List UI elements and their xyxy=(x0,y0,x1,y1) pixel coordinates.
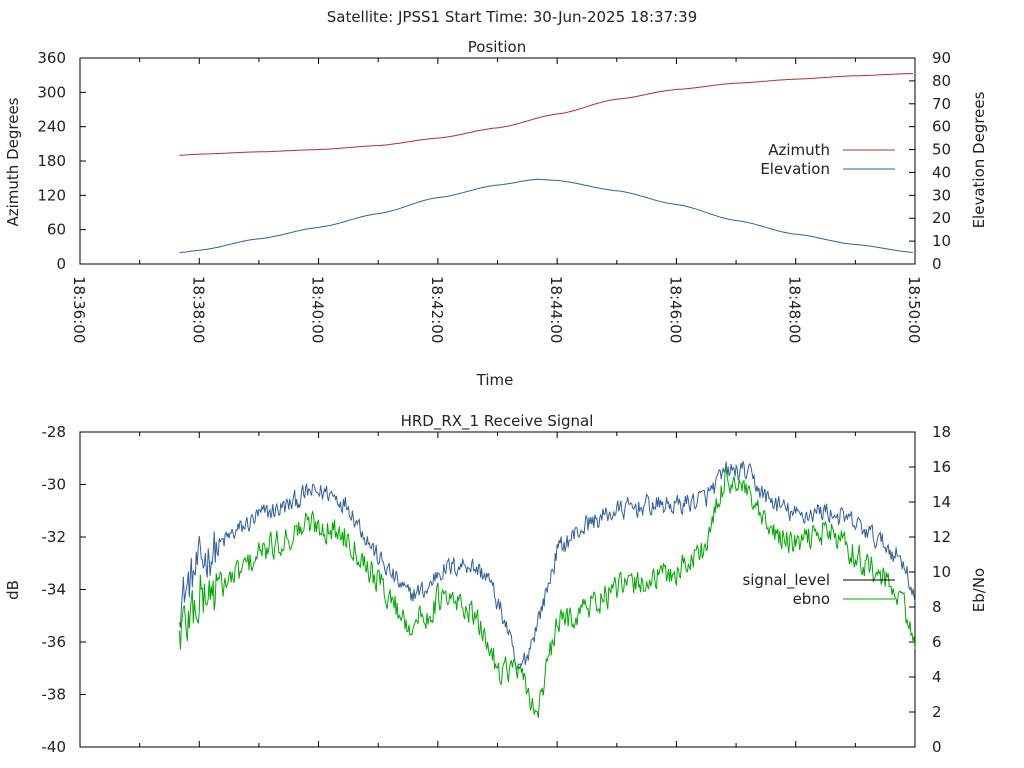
signal-y2ticks: 0 2 4 6 8 10 12 14 16 18 xyxy=(909,423,951,756)
signal-y2tick-label: 4 xyxy=(932,668,942,686)
position-title: Position xyxy=(468,38,526,56)
signal-title: HRD_RX_1 Receive Signal xyxy=(401,412,594,431)
position-xtick-label: 18:42:00 xyxy=(428,276,446,343)
signal-y2label: Eb/No xyxy=(970,568,988,612)
position-ytick-label: 0 xyxy=(56,255,66,273)
position-xtick-label: 18:46:00 xyxy=(666,276,684,343)
position-y2tick-label: 50 xyxy=(932,141,951,159)
position-y2tick-label: 10 xyxy=(932,232,951,250)
position-ytick-label: 300 xyxy=(37,83,66,101)
signal-y2tick-label: 18 xyxy=(932,423,951,441)
signal-ylabel: dB xyxy=(4,580,22,600)
signal-y2tick-label: 0 xyxy=(932,738,942,756)
position-series-azimuth-line xyxy=(179,73,914,156)
position-ytick-label: 360 xyxy=(37,49,66,67)
position-yticks: 0 60 120 180 240 300 360 xyxy=(37,49,86,273)
signal-ytick-label: -34 xyxy=(42,581,67,599)
position-y2tick-label: 30 xyxy=(932,186,951,204)
signal-plot-area xyxy=(79,431,916,748)
position-ytick-label: 60 xyxy=(47,221,66,239)
position-y2tick-label: 0 xyxy=(932,255,942,273)
position-y2tick-label: 20 xyxy=(932,209,951,227)
signal-y2tick-label: 2 xyxy=(932,703,942,721)
signal-y2tick-label: 12 xyxy=(932,528,951,546)
position-xticks: 18:36:00 18:38:00 18:40:00 18:42:00 18:44:00… xyxy=(70,58,923,343)
signal-legend-label: signal_level xyxy=(742,571,830,590)
signal-series-ebno-line xyxy=(178,467,916,718)
position-y2tick-label: 90 xyxy=(932,49,951,67)
position-xtick-label: 18:50:00 xyxy=(905,276,923,343)
signal-ytick-label: -36 xyxy=(42,633,67,651)
position-legend-label: Azimuth xyxy=(768,141,830,159)
signal-series xyxy=(178,461,916,718)
position-legend-label: Elevation xyxy=(760,160,830,178)
position-y2tick-label: 60 xyxy=(932,118,951,136)
position-xtick-label: 18:40:00 xyxy=(309,276,327,343)
position-y2tick-label: 70 xyxy=(932,95,951,113)
position-series-elevation-line xyxy=(179,178,914,254)
signal-y2tick-label: 8 xyxy=(932,598,942,616)
position-ytick-label: 180 xyxy=(37,152,66,170)
position-ytick-label: 240 xyxy=(37,118,66,136)
header-title: Satellite: JPSS1 Start Time: 30-Jun-2025… xyxy=(327,8,698,26)
position-xtick-label: 18:36:00 xyxy=(70,276,88,343)
position-xtick-label: 18:44:00 xyxy=(547,276,565,343)
signal-y2tick-label: 16 xyxy=(932,458,951,476)
signal-chart: HRD_RX_1 Receive Signal dB Eb/No -28-30-… xyxy=(4,412,988,756)
signal-series-signal-level-line xyxy=(178,461,916,672)
position-y2tick-label: 80 xyxy=(932,72,951,90)
signal-ytick-label: -28 xyxy=(42,423,67,441)
position-chart: Position Azimuth Degrees Elevation Degre… xyxy=(4,38,988,389)
signal-yticks: -28 -30 -32 -34 -36 -38 -40 xyxy=(42,423,86,756)
signal-y2tick-label: 14 xyxy=(932,493,951,511)
position-xlabel: Time xyxy=(476,371,514,389)
position-ylabel: Azimuth Degrees xyxy=(4,97,22,226)
signal-y2tick-label: 6 xyxy=(932,633,942,651)
signal-legend-label: ebno xyxy=(793,590,830,608)
position-y2ticks: 0 10 20 30 40 50 60 70 80 90 xyxy=(909,49,951,273)
position-series xyxy=(179,73,914,254)
position-ytick-label: 120 xyxy=(37,186,66,204)
position-xtick-label: 18:48:00 xyxy=(786,276,804,343)
position-xtick-label: 18:38:00 xyxy=(189,276,207,343)
position-y2label: Elevation Degrees xyxy=(970,91,988,228)
signal-ytick-label: -32 xyxy=(42,528,67,546)
position-y2tick-label: 40 xyxy=(932,163,951,181)
signal-ytick-label: -30 xyxy=(42,476,67,494)
signal-xticks xyxy=(79,432,916,747)
signal-ytick-label: -38 xyxy=(42,686,67,704)
signal-y2tick-label: 10 xyxy=(932,563,951,581)
signal-ytick-label: -40 xyxy=(42,738,67,756)
